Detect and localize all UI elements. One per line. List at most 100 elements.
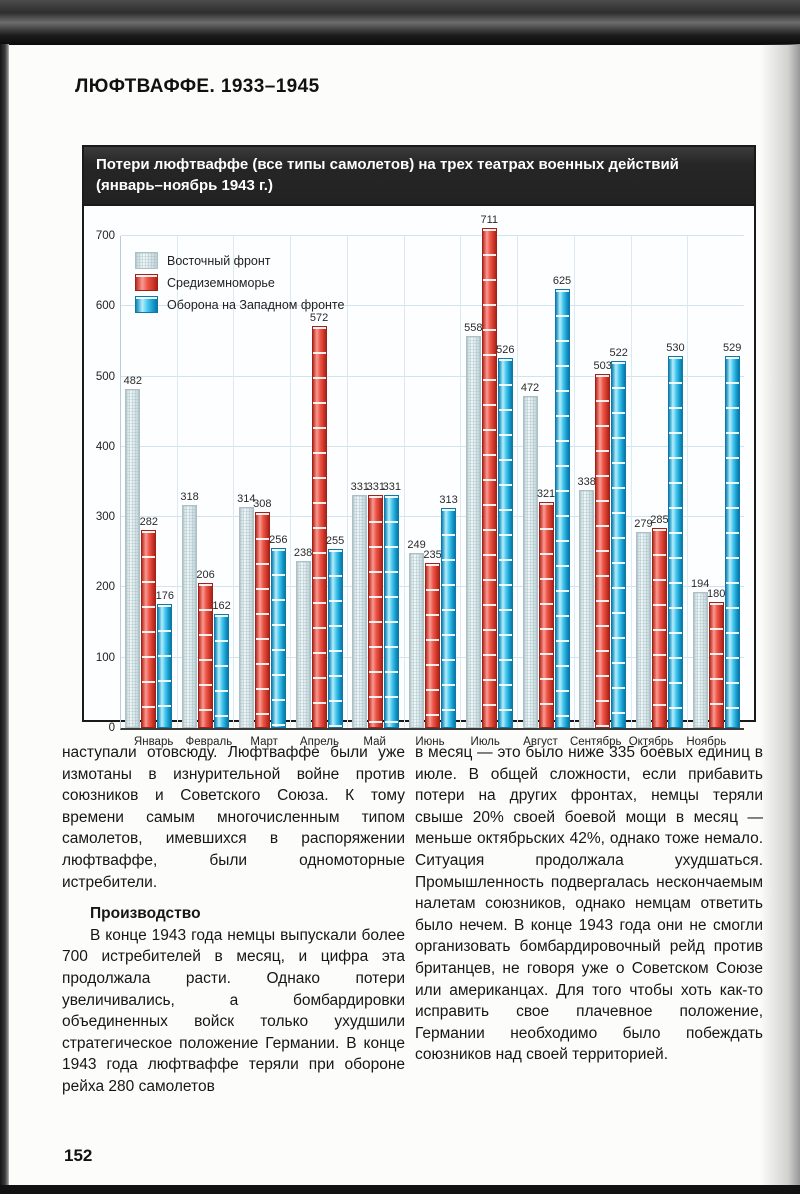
bar-series-0 xyxy=(522,396,538,728)
month-group: 318 206 162 xyxy=(176,236,234,728)
month-group: 238 572 255 xyxy=(290,236,347,728)
bar-wrap: 235 xyxy=(423,549,442,728)
bar-series-0 xyxy=(238,507,254,728)
bar-series-0 xyxy=(295,560,311,728)
scan-left-edge xyxy=(0,44,9,1194)
bar-wrap: 503 xyxy=(594,360,612,728)
bar-value-label: 206 xyxy=(196,569,215,582)
month-label: Сентябрь xyxy=(569,736,622,748)
bar-wrap: 331 xyxy=(351,481,369,728)
bar-wrap: 529 xyxy=(723,342,741,728)
bar-value-label: 625 xyxy=(552,274,572,287)
bar-series-2 xyxy=(214,614,230,728)
bar-wrap: 308 xyxy=(253,498,272,728)
bar-wrap: 314 xyxy=(237,493,256,728)
y-tick-label: 200 xyxy=(95,581,115,594)
bar-wrap: 285 xyxy=(650,514,669,728)
plot-area: 482 282 176 318 206 162 314 308 256 238 572 255 331 3… xyxy=(120,214,744,730)
body-left-column: наступали отовсюду. Люфтваффе были уже и… xyxy=(62,742,405,1098)
month-label: Май xyxy=(363,736,386,748)
legend-label: Восточный фронт xyxy=(167,253,271,268)
bar-value-label: 308 xyxy=(253,497,272,510)
bar-value-label: 255 xyxy=(325,534,345,547)
bar-value-label: 529 xyxy=(723,342,742,355)
page-header: ЛЮФТВАФФЕ. 1933–1945 xyxy=(75,76,320,97)
bar-series-1 xyxy=(198,583,214,728)
scan-right-shadow xyxy=(760,44,800,1185)
bar-series-0 xyxy=(635,531,651,728)
bar-value-label: 282 xyxy=(139,515,159,528)
bar-wrap: 526 xyxy=(496,344,514,728)
bar-wrap: 313 xyxy=(439,494,458,728)
paragraph: В конце 1943 года немцы выпускали более … xyxy=(62,926,405,1095)
bar-wrap: 711 xyxy=(480,214,498,728)
bar-wrap: 256 xyxy=(269,534,288,728)
h-gridline xyxy=(121,445,744,447)
bar-wrap: 321 xyxy=(537,488,555,728)
bar-wrap: 522 xyxy=(610,347,628,728)
bar-series-1 xyxy=(311,325,327,728)
bar-wrap: 282 xyxy=(140,516,158,728)
bar-wrap: 482 xyxy=(124,375,142,728)
bar-series-1 xyxy=(538,502,554,728)
month-group: 194 180 529 xyxy=(687,236,744,728)
bar-wrap: 255 xyxy=(326,535,344,728)
bar-series-2 xyxy=(497,358,513,728)
page-number: 152 xyxy=(64,1146,93,1165)
bar-series-1 xyxy=(651,527,667,728)
scan-bottom-edge xyxy=(0,1185,800,1194)
bar-series-1 xyxy=(368,495,384,728)
y-axis: 0 100 200 300 400 500 600 700 xyxy=(90,230,120,734)
bar-value-label: 279 xyxy=(634,517,653,530)
bar-wrap: 472 xyxy=(521,382,539,728)
bar-value-label: 194 xyxy=(691,577,710,590)
bar-value-label: 472 xyxy=(520,382,540,395)
y-tick-label: 0 xyxy=(108,722,115,734)
bar-value-label: 338 xyxy=(577,476,596,489)
paragraph: в месяц — это было ниже 335 боевых едини… xyxy=(415,744,763,1064)
y-tick-label: 300 xyxy=(95,511,115,524)
section-heading: Производство xyxy=(90,905,201,923)
bar-wrap: 162 xyxy=(212,600,231,728)
legend-swatch xyxy=(135,296,158,313)
bar-wrap: 331 xyxy=(367,481,385,728)
bar-wrap: 194 xyxy=(691,578,709,728)
bar-series-1 xyxy=(595,374,611,728)
chart-title-line1: Потери люфтваффе (все типы самолетов) на… xyxy=(96,156,679,173)
month-group: 482 282 176 xyxy=(121,236,177,728)
bar-wrap: 331 xyxy=(383,481,401,728)
bar-value-label: 572 xyxy=(309,311,329,324)
bar-wrap: 338 xyxy=(578,476,596,728)
month-label: Июль xyxy=(470,736,500,748)
legend-item: Восточный фронт xyxy=(135,252,344,269)
bar-wrap: 625 xyxy=(553,275,571,728)
bar-series-1 xyxy=(254,511,270,728)
bar-value-label: 482 xyxy=(123,375,143,388)
bar-series-2 xyxy=(157,604,173,728)
chart-title-line2: (январь–ноябрь 1943 г.) xyxy=(96,177,273,194)
bar-wrap: 176 xyxy=(156,590,174,728)
bar-wrap: 530 xyxy=(666,342,685,728)
legend: Восточный фронт Средиземноморье Оборона на… xyxy=(135,252,344,318)
bar-series-0 xyxy=(409,553,425,728)
bar-value-label: 526 xyxy=(496,344,515,357)
bar-wrap: 206 xyxy=(196,569,215,728)
bar-value-label: 162 xyxy=(212,600,231,613)
bar-series-0 xyxy=(182,504,198,728)
bar-value-label: 331 xyxy=(366,481,385,494)
bar-series-0 xyxy=(579,490,595,728)
bar-value-label: 331 xyxy=(382,481,401,494)
y-tick-label: 600 xyxy=(95,300,115,313)
bar-value-label: 176 xyxy=(155,590,175,603)
month-group: 472 321 625 xyxy=(517,236,574,728)
body-right-column: в месяц — это было ниже 335 боевых едини… xyxy=(415,742,763,1066)
month-group: 558 711 526 xyxy=(460,214,517,728)
chart-title: Потери люфтваффе (все типы самолетов) на… xyxy=(84,147,754,206)
bar-series-2 xyxy=(554,288,570,728)
bar-value-label: 503 xyxy=(593,360,612,373)
legend-item: Средиземноморье xyxy=(135,274,344,291)
y-tick-label: 700 xyxy=(95,230,115,242)
month-label: Февраль xyxy=(185,736,233,748)
legend-label: Оборона на Западном фронте xyxy=(167,297,345,312)
